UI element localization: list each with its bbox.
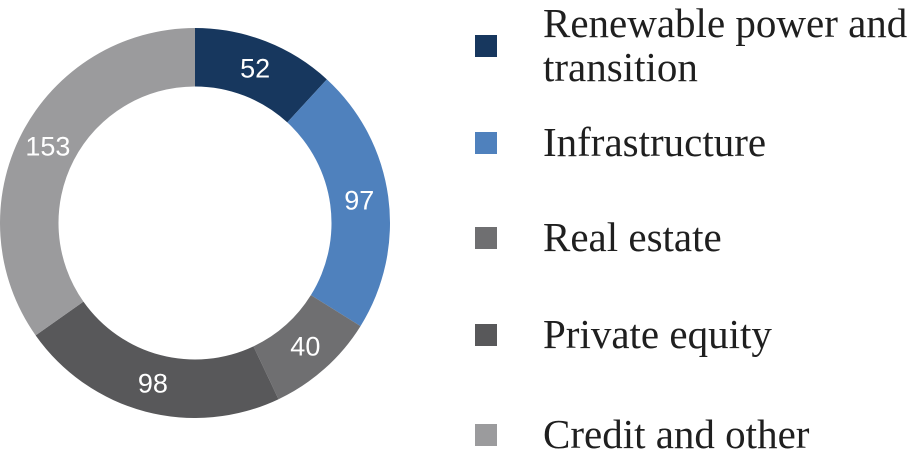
legend-label: Credit and other [543,411,810,458]
slice-value-label: 98 [138,368,168,398]
legend-label: Infrastructure [543,119,767,166]
slice-value-label: 40 [290,332,320,362]
legend-label: Private equity [543,311,772,358]
legend-swatch-icon [475,324,497,346]
donut-slice [0,28,195,336]
legend-item-credit-and-other: Credit and other [475,412,913,458]
slice-value-label: 153 [25,132,70,162]
legend-swatch-icon [475,424,497,446]
donut-slice [195,28,327,123]
legend-item-private-equity: Private equity [475,312,913,358]
slice-value-label: 97 [344,186,374,216]
legend-swatch-icon [475,132,497,154]
slice-value-label: 52 [240,54,270,84]
donut-slice [35,301,279,418]
legend-item-infrastructure: Infrastructure [475,120,913,166]
donut-slice [253,295,361,400]
legend-label: Real estate [543,214,722,261]
legend-item-renewable: Renewable power and transition [475,0,913,90]
legend-swatch-icon [475,35,497,57]
donut-chart: 52 97 40 98 153 [0,28,390,418]
legend-swatch-icon [475,227,497,249]
donut-slice [287,79,390,327]
legend-label: Renewable power and transition [543,0,908,90]
legend-item-real-estate: Real estate [475,215,913,261]
